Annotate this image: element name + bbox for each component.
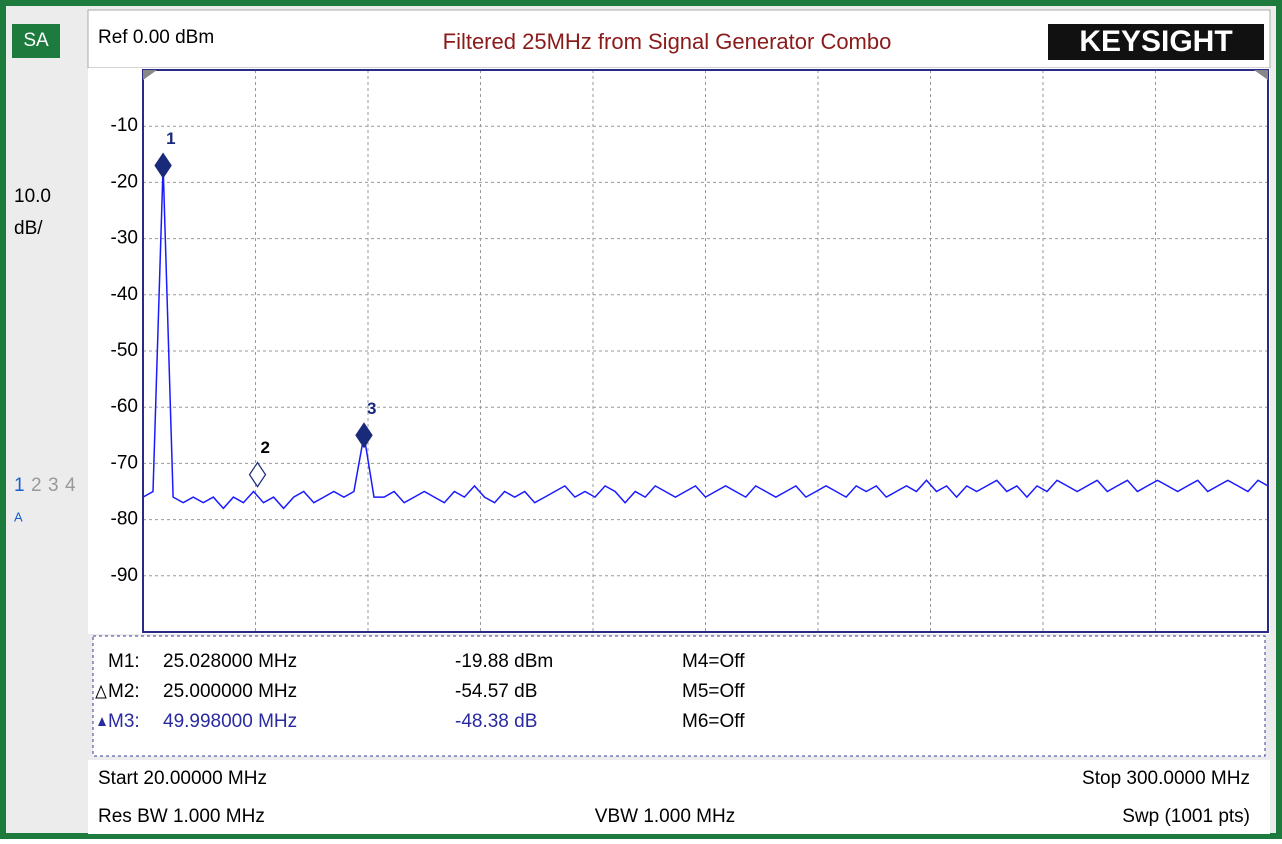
marker-freq: 25.000000 MHz	[163, 681, 297, 702]
footer	[88, 760, 1270, 834]
logo: KEYSIGHT	[1079, 25, 1232, 58]
marker-name: M1:	[108, 651, 140, 672]
scale-unit: dB/	[14, 218, 43, 239]
marker-name: M2:	[108, 681, 140, 702]
trace-indicator: 2	[31, 475, 42, 496]
marker-value: -19.88 dBm	[455, 651, 553, 672]
marker-label: 1	[166, 129, 175, 148]
trace	[142, 165, 1269, 510]
readout: M1: 25.028000 MHz -19.88 dBm M4=Off M2: 25.00…	[95, 651, 745, 732]
plot-border	[142, 69, 1269, 633]
marker-other: M6=Off	[682, 711, 745, 732]
delta-icon	[95, 684, 107, 699]
y-tick-label: -70	[111, 452, 138, 473]
marker	[355, 422, 373, 449]
marker-value: -54.57 dB	[455, 681, 537, 702]
ref-level: Ref 0.00 dBm	[98, 27, 214, 48]
trace-indicator: 4	[65, 475, 76, 496]
marker-freq: 49.998000 MHz	[163, 711, 297, 732]
y-tick-label: -50	[111, 340, 138, 361]
marker-table	[92, 635, 1266, 757]
marker-name: M3:	[108, 711, 140, 732]
rbw: Res BW 1.000 MHz	[98, 806, 265, 827]
corner	[1254, 70, 1268, 80]
marker-other: M4=Off	[682, 651, 745, 672]
y-tick-label: -80	[111, 509, 138, 530]
marker-other: M5=Off	[682, 681, 745, 702]
mode: SA	[23, 30, 49, 51]
y-tick-label: -60	[111, 396, 138, 417]
marker	[154, 152, 172, 179]
y-tick-label: -40	[111, 284, 138, 305]
delta-icon	[98, 717, 106, 726]
scale-value: 10.0	[14, 186, 51, 207]
y-tick-label: -10	[111, 115, 138, 136]
trace-indicator: 1	[14, 475, 25, 496]
start-freq: Start 20.00000 MHz	[98, 768, 267, 789]
y-tick-label: -20	[111, 171, 138, 192]
stop-freq: Stop 300.0000 MHz	[1082, 768, 1250, 789]
marker-label: 2	[261, 438, 270, 457]
vbw: VBW 1.000 MHz	[595, 806, 735, 827]
title: Filtered 25MHz from Signal Generator Com…	[443, 29, 892, 54]
mode-badge	[12, 24, 60, 58]
trace-indicator: 3	[48, 475, 59, 496]
marker-freq: 25.028000 MHz	[163, 651, 297, 672]
y-tick-label: -30	[111, 228, 138, 249]
marker-label: 3	[367, 399, 376, 418]
logo-box	[1048, 24, 1264, 60]
marker	[248, 461, 267, 488]
plot: -10 -20 -30 -40 -50 -60 -70 -80 -90 1 2 3	[111, 69, 1269, 633]
y-tick-label: -90	[111, 565, 138, 586]
corner	[143, 70, 157, 80]
marker-value: -48.38 dB	[455, 711, 537, 732]
sweep: Swp (1001 pts)	[1122, 806, 1250, 827]
trace-mode: A	[14, 509, 23, 524]
